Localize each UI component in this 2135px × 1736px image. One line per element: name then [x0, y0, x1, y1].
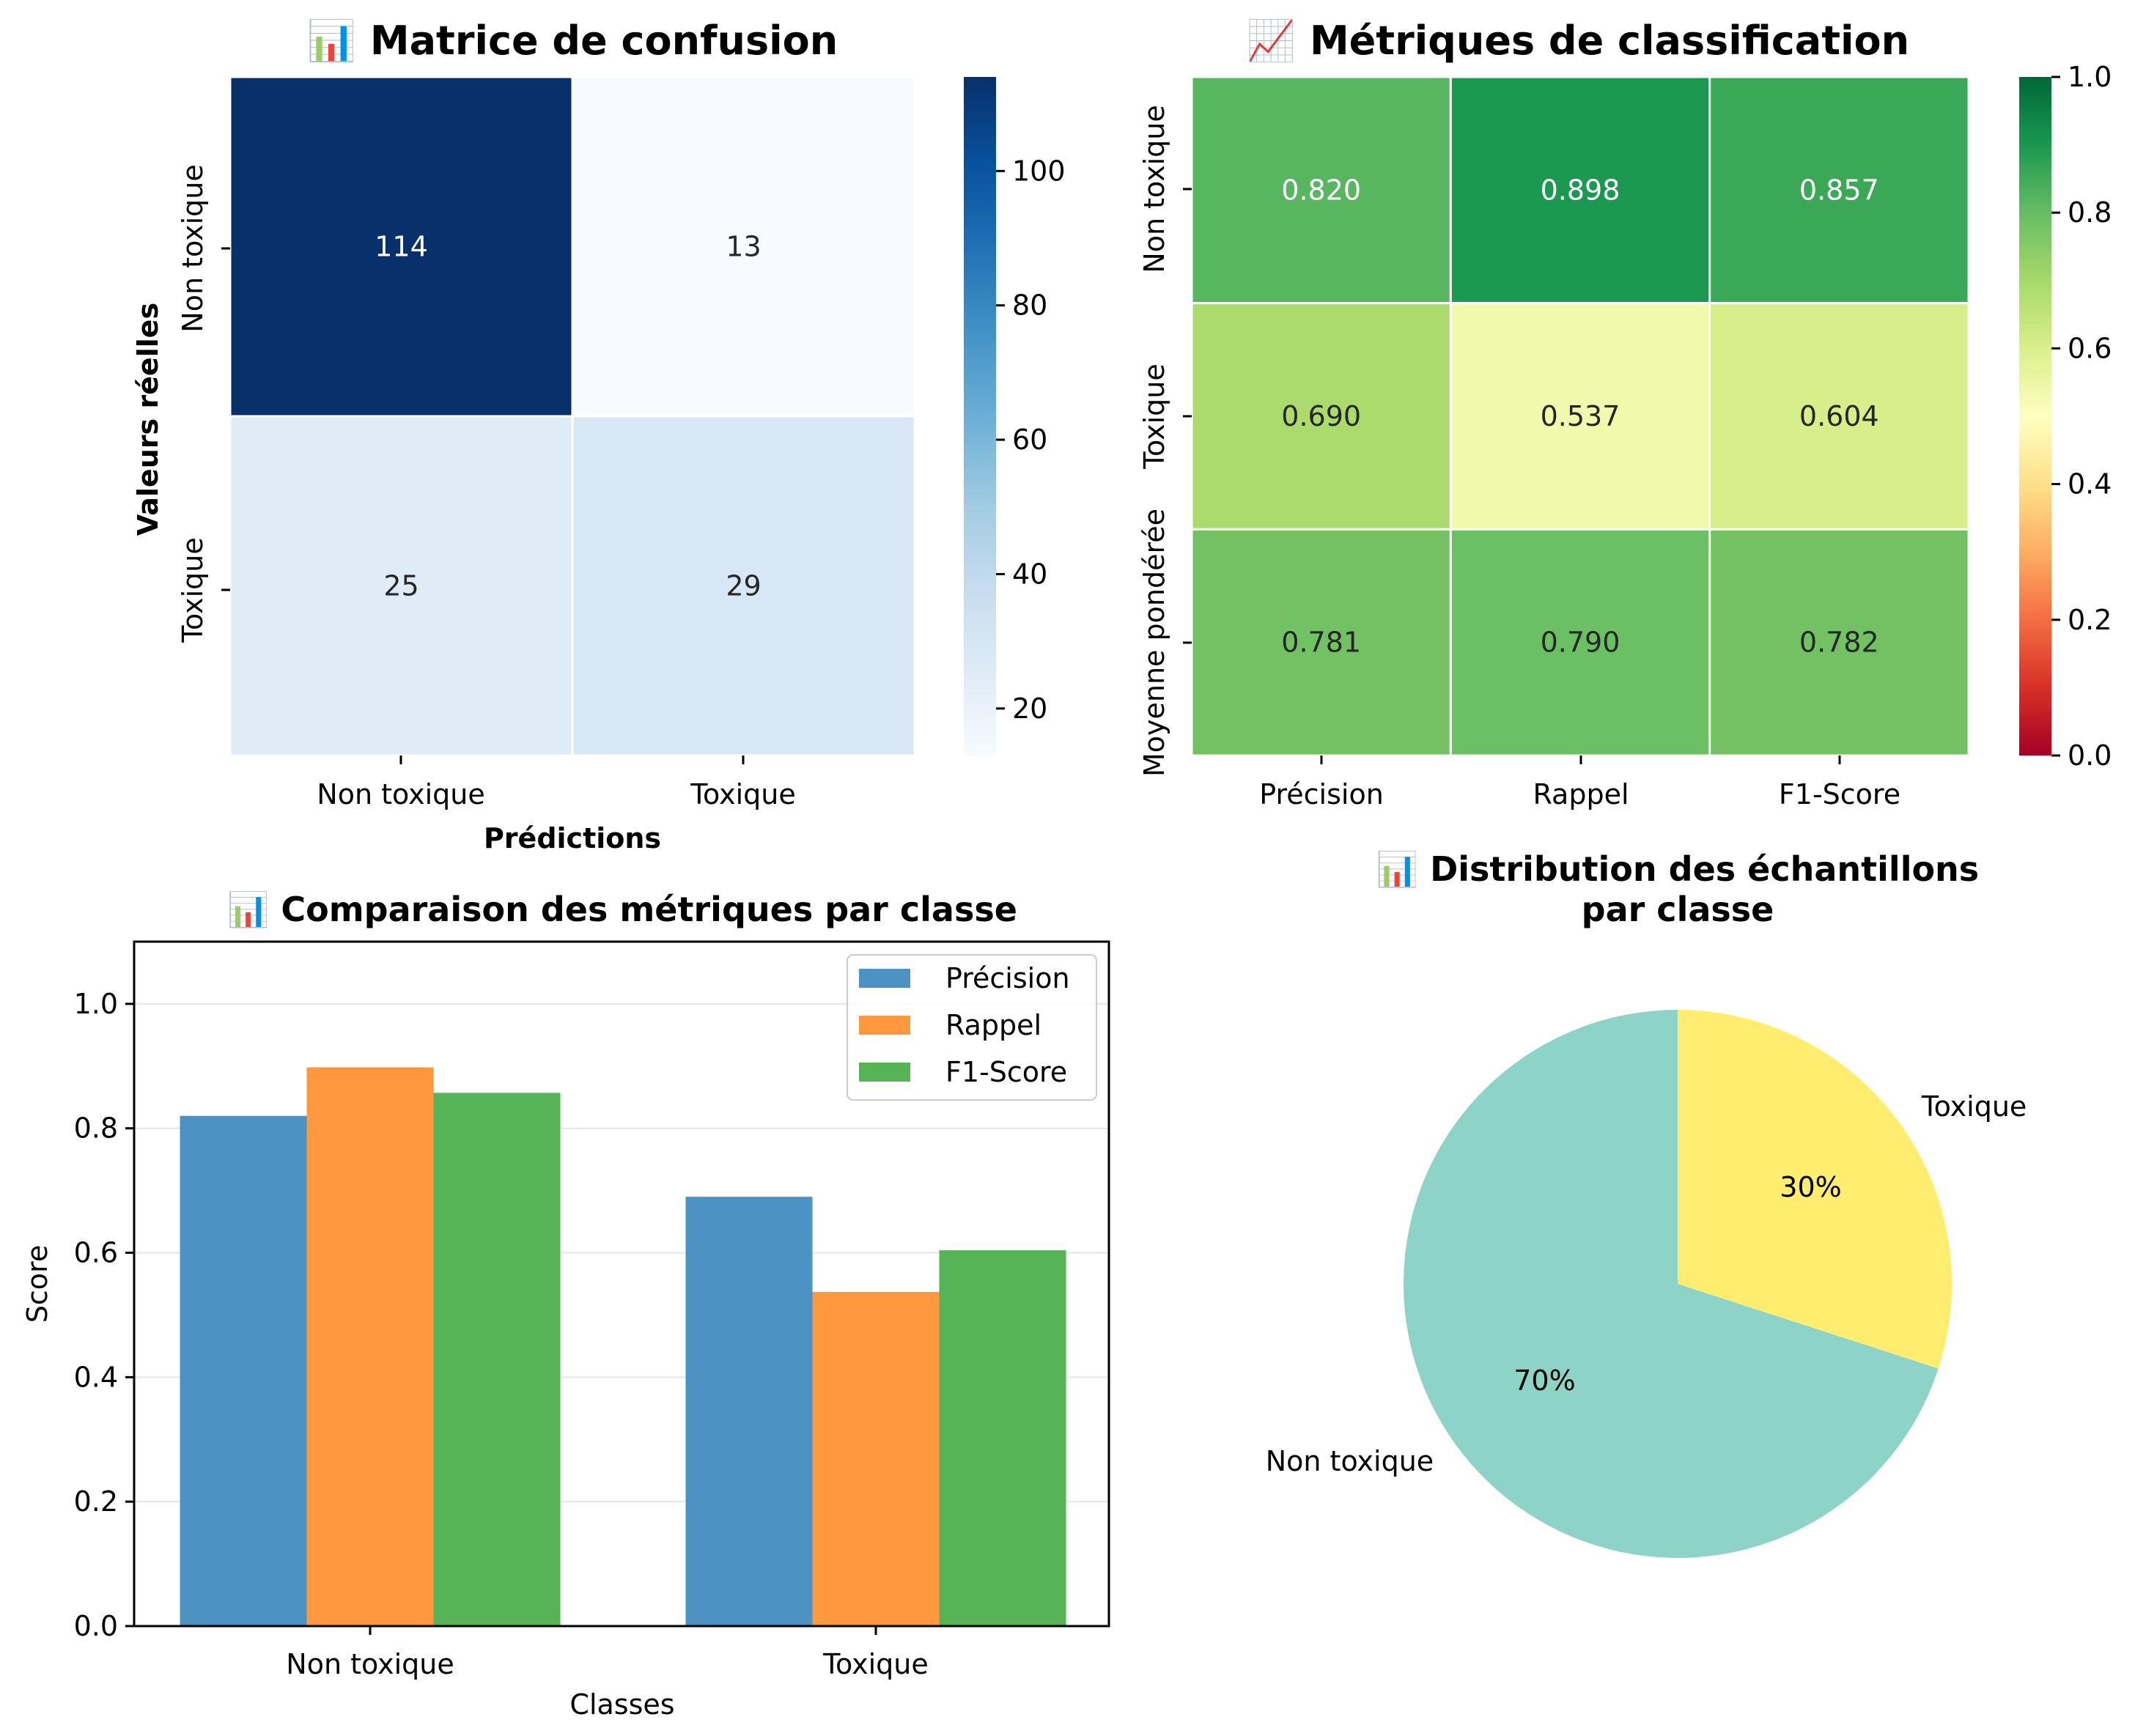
pie-chart-panel: 📊 Distribution des échantillons par clas…: [1266, 849, 2027, 1558]
cm-xtick-label: Toxique: [690, 778, 795, 810]
metrics-colorbar-tick-label: 0.2: [2068, 604, 2112, 636]
metrics-cell: [1449, 302, 1711, 531]
metrics-cell-label: 0.820: [1281, 174, 1361, 206]
metrics-cell: [1449, 75, 1711, 305]
cm-cell-label: 114: [375, 231, 428, 263]
metrics-colorbar-ticks: 0.0 0.2 0.4 0.6 0.8 1.0: [2051, 61, 2112, 772]
legend-swatch-recall: [859, 1016, 910, 1035]
metrics-xtick-label: F1-Score: [1779, 778, 1900, 810]
bar-axes-frame: [133, 940, 1110, 1628]
metrics-cell-label: 0.537: [1541, 400, 1620, 432]
cm-xlabel: Prédictions: [484, 822, 661, 854]
cm-cells: 114 13 25 29: [229, 75, 916, 757]
metrics-colorbar-tick-label: 0.8: [2068, 196, 2112, 229]
confusion-matrix-panel: 📊 Matrice de confusion 114 13 25 29 Non tox…: [132, 18, 1066, 854]
legend-label-recall: Rappel: [945, 1009, 1041, 1041]
bar-ytick-label: 0.8: [74, 1112, 118, 1145]
metrics-cells: 0.820 0.898 0.857 0.690 0.537 0.604 0.781 0.790…: [1190, 75, 1970, 757]
metrics-colorbar-tick-label: 0.6: [2068, 332, 2112, 364]
metrics-cell-label: 0.898: [1541, 174, 1620, 206]
pie-title-line2: par classe: [1582, 890, 1774, 929]
metrics-cell-label: 0.781: [1281, 627, 1361, 659]
metrics-cell-label: 0.790: [1541, 627, 1620, 659]
metrics-title: 📈 Métriques de classification: [1247, 18, 1909, 64]
bar-precision: [180, 1115, 307, 1626]
pie-slice-label: Toxique: [1921, 1090, 2027, 1123]
bar-y-ticks: 0.0 0.2 0.4 0.6 0.8 1.0: [74, 988, 134, 1642]
cm-ytick-label: Toxique: [177, 537, 209, 643]
bar-ylabel: Score: [21, 1245, 54, 1323]
cm-cell: [571, 415, 916, 757]
pie-slice: [1404, 1010, 1939, 1558]
metrics-cell: [1190, 302, 1452, 531]
bar-recall: [812, 1292, 940, 1626]
legend-swatch-f1: [859, 1063, 910, 1082]
bar-precision: [685, 1197, 813, 1626]
metrics-cell-label: 0.782: [1799, 627, 1879, 659]
bar-ytick-label: 0.2: [74, 1485, 118, 1518]
legend-swatch-precision: [859, 969, 910, 988]
cm-ytick-label: Non toxique: [177, 164, 209, 332]
pie-slices: [1404, 1010, 1952, 1558]
metrics-cell: [1449, 528, 1711, 757]
cm-colorbar-tick-label: 20: [1012, 692, 1047, 725]
cm-colorbar-tick-label: 80: [1012, 289, 1047, 322]
metrics-xtick-label: Rappel: [1533, 778, 1629, 810]
metrics-y-ticks: Non toxique Toxique Moyenne pondérée: [1138, 105, 1192, 777]
bar-f1: [433, 1093, 561, 1626]
bar-xtick-label: Toxique: [822, 1648, 928, 1680]
pie-slice-label: Non toxique: [1266, 1445, 1434, 1477]
metrics-heatmap-panel: 📈 Métriques de classification 0.820 0.898…: [1138, 18, 2112, 810]
metrics-cell: [1708, 75, 1970, 305]
cm-cell-label: 29: [726, 570, 761, 602]
bar-x-ticks: Non toxique Toxique: [286, 1626, 929, 1680]
pie-slice: [1678, 1010, 1952, 1369]
metrics-cell-label: 0.690: [1281, 400, 1361, 432]
cm-y-ticks: Non toxique Toxique: [177, 164, 230, 643]
metrics-ytick-label: Toxique: [1138, 363, 1170, 469]
cm-cell-label: 25: [383, 570, 418, 602]
legend-label-f1: F1-Score: [945, 1056, 1067, 1088]
bar-ytick-label: 0.6: [74, 1237, 118, 1269]
metrics-ytick-label: Non toxique: [1138, 105, 1170, 273]
bar-title: 📊 Comparaison des métriques par classe: [227, 890, 1017, 929]
cm-x-ticks: Non toxique Toxique: [317, 756, 796, 810]
cm-cell: [229, 415, 574, 757]
cm-xtick-label: Non toxique: [317, 778, 484, 810]
pie-pct-label: 30%: [1780, 1171, 1841, 1203]
bar-chart-panel: 📊 Comparaison des métriques par classe 0…: [21, 890, 1110, 1721]
cm-ylabel: Valeurs réelles: [132, 303, 164, 536]
pie-pct-label: 70%: [1513, 1364, 1575, 1397]
metrics-x-ticks: Précision Rappel F1-Score: [1259, 756, 1900, 810]
cm-cell-label: 13: [726, 231, 761, 263]
metrics-colorbar: [2019, 77, 2051, 756]
metrics-colorbar-tick-label: 1.0: [2068, 61, 2112, 93]
legend-label-precision: Précision: [945, 962, 1070, 994]
bar-ytick-label: 1.0: [74, 988, 118, 1020]
cm-colorbar: [964, 77, 996, 756]
cm-colorbar-tick-label: 40: [1012, 558, 1047, 590]
metrics-cell: [1708, 302, 1970, 531]
metrics-colorbar-tick-label: 0.4: [2068, 468, 2112, 501]
metrics-ytick-label: Moyenne pondérée: [1138, 509, 1170, 777]
bar-ytick-label: 0.4: [74, 1361, 118, 1393]
bar-f1: [939, 1250, 1066, 1626]
metrics-cell-label: 0.857: [1799, 174, 1879, 206]
bar-legend: Précision Rappel F1-Score: [847, 954, 1097, 1101]
pie-labels: 70% Non toxique 30% Toxique: [1266, 1090, 2027, 1477]
cm-colorbar-tick-label: 100: [1012, 155, 1066, 187]
metrics-xtick-label: Précision: [1259, 778, 1384, 810]
bar-xlabel: Classes: [569, 1688, 674, 1721]
bar-bars: [180, 1067, 1066, 1626]
cm-colorbar-ticks: 20 40 60 80 100: [996, 155, 1066, 725]
pie-title-line1: 📊 Distribution des échantillons: [1376, 849, 1979, 889]
bar-recall: [306, 1067, 434, 1626]
cm-title: 📊 Matrice de confusion: [307, 18, 838, 64]
cm-colorbar-tick-label: 60: [1012, 424, 1047, 456]
bar-ytick-label: 0.0: [74, 1610, 118, 1642]
bar-xtick-label: Non toxique: [286, 1648, 454, 1680]
metrics-cell-label: 0.604: [1799, 400, 1879, 432]
metrics-colorbar-tick-label: 0.0: [2068, 739, 2112, 772]
